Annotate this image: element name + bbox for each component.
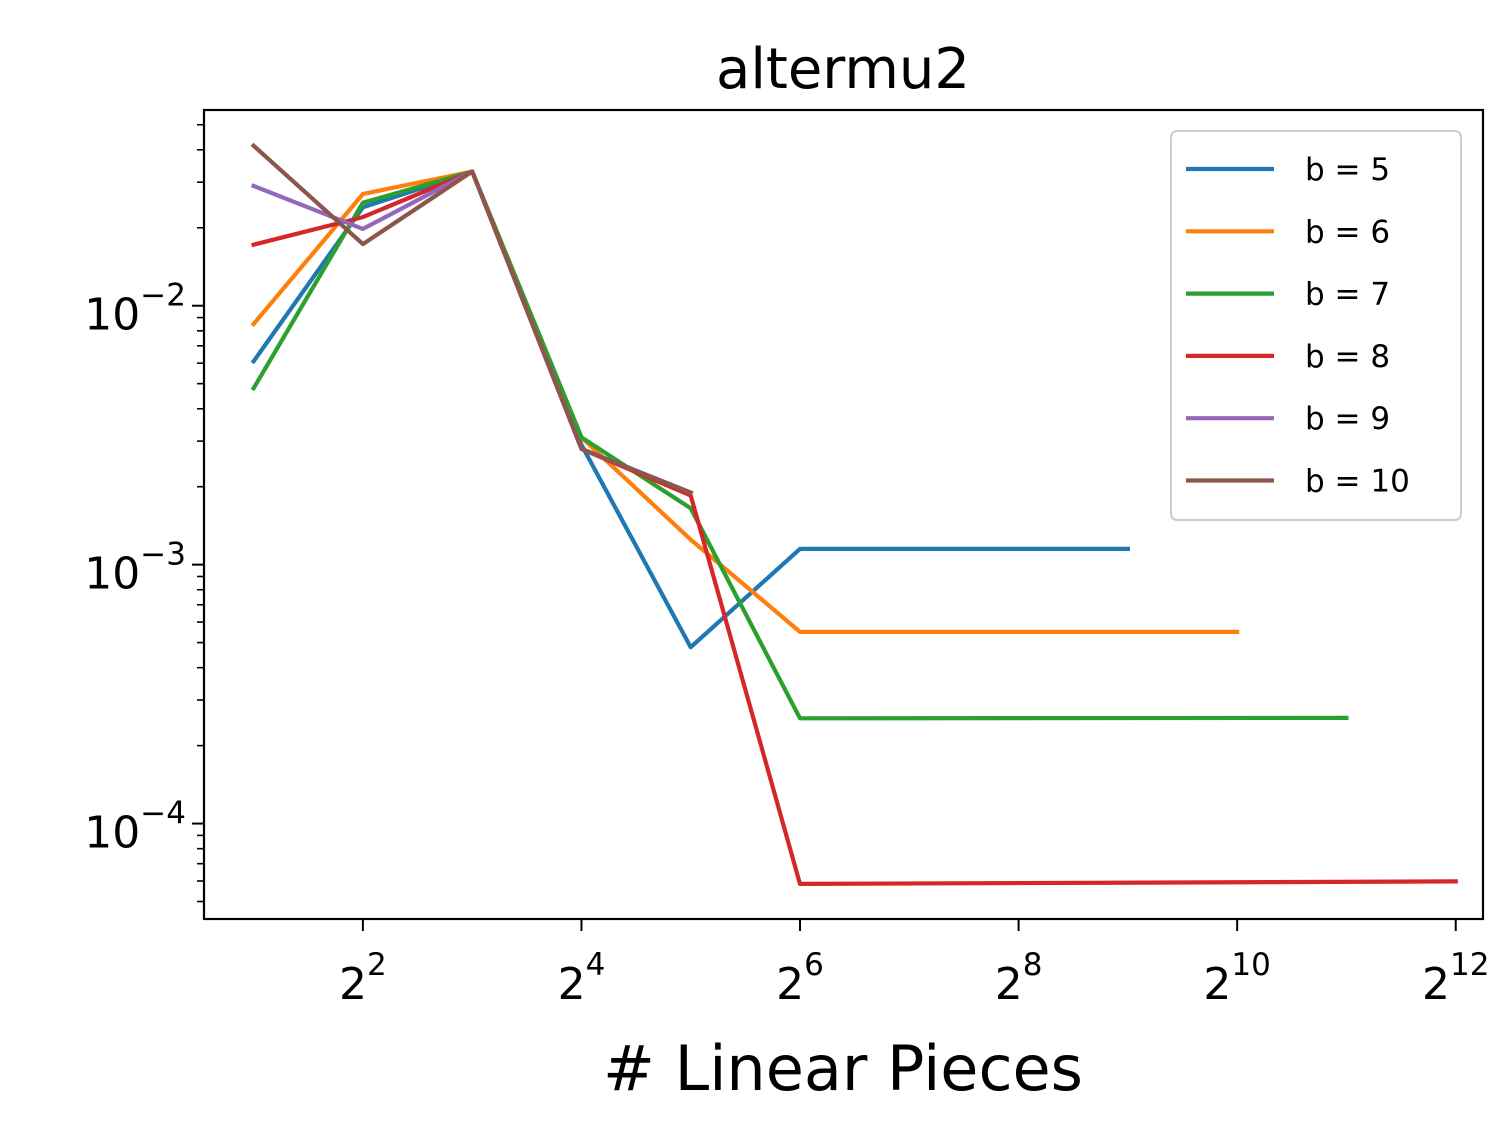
- legend-label: b = 10: [1305, 464, 1410, 500]
- y-tick-label: 10−3: [84, 537, 186, 600]
- y-axis-ticks: 10−2 10−3 10−4: [84, 278, 204, 859]
- chart-title: altermu2: [716, 37, 970, 102]
- legend-label: b = 5: [1305, 152, 1390, 188]
- x-axis-ticks: 22 24 26 28 210 212: [339, 919, 1489, 1010]
- x-tick-label: 210: [1203, 947, 1270, 1010]
- x-tick-label: 26: [776, 947, 824, 1010]
- minor-ticks: [197, 123, 204, 903]
- y-tick-label: 10−2: [84, 278, 186, 341]
- series-line-3: [250, 169, 1349, 721]
- series-line-2: [250, 169, 1240, 635]
- x-tick-label: 24: [558, 947, 606, 1010]
- legend-label: b = 9: [1305, 401, 1390, 437]
- x-tick-label: 28: [995, 947, 1043, 1010]
- x-tick-label: 212: [1422, 947, 1489, 1010]
- x-tick-label: 22: [339, 947, 387, 1010]
- series-line-1: [250, 169, 1131, 650]
- legend-label: b = 8: [1305, 339, 1390, 375]
- series-line-5: [250, 169, 694, 496]
- plot-frame: [202, 108, 1485, 921]
- y-tick-label: 10−4: [84, 796, 186, 859]
- series-line-6: [250, 142, 694, 496]
- legend-label: b = 6: [1305, 214, 1390, 250]
- x-axis-label: # Linear Pieces: [603, 1032, 1083, 1105]
- legend-box: [1170, 130, 1462, 521]
- legend: b = 5 b = 6 b = 7 b = 8 b = 9 b = 10: [1170, 130, 1462, 521]
- series-layer: [250, 142, 1458, 887]
- legend-label: b = 7: [1305, 277, 1390, 313]
